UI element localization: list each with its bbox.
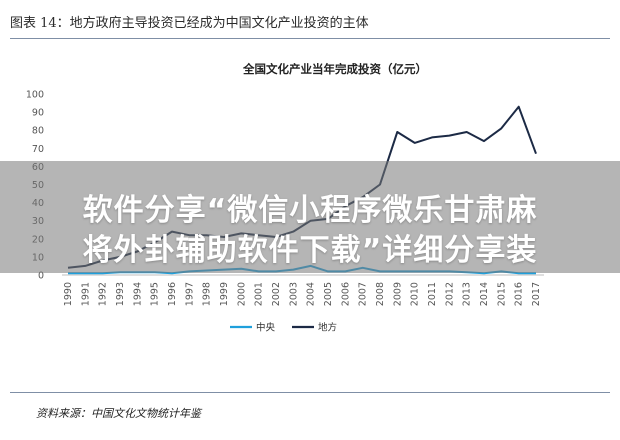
legend: 中央 地方 [230,322,337,334]
x-tick-label: 2017 [531,282,542,306]
watermark-banner: 软件分享“微信小程序微乐甘肃麻 将外卦辅助软件下载”详细分享装 [0,161,620,273]
x-tick-label: 2010 [410,282,421,306]
figure-title: 图表 14：地方政府主导投资已经成为中国文化产业投资的主体 [10,16,369,31]
x-tick-label: 2005 [323,282,334,306]
x-tick-label: 1993 [115,282,126,306]
y-tick-label: 90 [32,108,44,119]
x-tick-label: 2003 [288,282,299,306]
y-tick-label: 70 [32,144,44,155]
x-tick-label: 1999 [219,282,230,306]
x-tick-label: 2001 [254,282,265,306]
x-tick-label: 1995 [150,282,161,306]
x-tick-label: 2009 [392,282,403,306]
bottom-rule [10,392,610,393]
banner-text-line-2: 将外卦辅助软件下载”详细分享装 [82,233,538,268]
chart-title: 全国文化产业当年完成投资（亿元） [242,62,427,76]
x-tick-label: 1992 [98,282,109,306]
x-tick-label: 1998 [202,282,213,306]
x-axis-ticks: 1990 1991 1992 1993 1994 1995 1996 1997 1998 1999… [63,282,542,306]
x-tick-label: 2008 [375,282,386,306]
source-note: 资料来源：中国文化文物统计年鉴 [36,407,201,420]
legend-label: 地方 [318,322,337,334]
banner-text-line-1: 软件分享“微信小程序微乐甘肃麻 [82,193,538,228]
x-tick-label: 1994 [132,282,143,306]
y-tick-label: 80 [32,126,44,137]
x-tick-label: 2002 [271,282,282,306]
x-tick-label: 2007 [358,282,369,306]
top-rule [10,38,610,39]
x-tick-label: 1991 [80,282,91,306]
x-tick-label: 2012 [444,282,455,306]
x-tick-label: 1990 [63,282,74,306]
x-tick-label: 2014 [479,282,490,306]
legend-label: 中央 [256,322,276,334]
x-tick-label: 1996 [167,282,178,306]
x-tick-label: 2015 [496,282,507,306]
y-tick-label: 100 [26,90,44,101]
x-tick-label: 2011 [427,282,438,306]
y-tick-label: 0 [38,271,44,282]
x-tick-label: 2000 [236,282,247,306]
x-tick-label: 2013 [462,282,473,306]
x-tick-label: 1997 [184,282,195,306]
x-tick-label: 2016 [514,282,525,306]
x-tick-label: 2006 [340,282,351,306]
x-tick-label: 2004 [306,282,317,306]
